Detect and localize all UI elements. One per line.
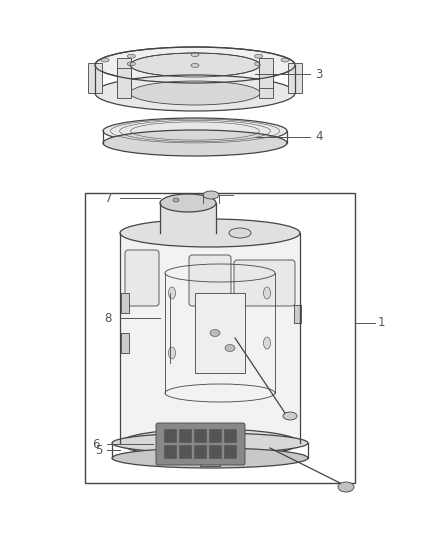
- Bar: [121, 333, 129, 353]
- FancyBboxPatch shape: [189, 255, 231, 306]
- Ellipse shape: [254, 54, 263, 58]
- FancyBboxPatch shape: [288, 63, 302, 93]
- FancyBboxPatch shape: [234, 260, 295, 306]
- Ellipse shape: [130, 53, 260, 77]
- Bar: [179, 445, 192, 459]
- FancyBboxPatch shape: [258, 68, 273, 98]
- Ellipse shape: [95, 75, 295, 111]
- Polygon shape: [160, 203, 216, 233]
- Ellipse shape: [173, 198, 179, 202]
- Ellipse shape: [338, 482, 354, 492]
- Ellipse shape: [281, 58, 289, 62]
- Bar: [164, 445, 177, 459]
- Ellipse shape: [101, 58, 109, 62]
- Ellipse shape: [254, 62, 263, 66]
- FancyBboxPatch shape: [88, 63, 102, 93]
- Ellipse shape: [130, 81, 260, 105]
- Bar: [121, 293, 129, 313]
- Ellipse shape: [169, 347, 176, 359]
- Text: 3: 3: [315, 68, 322, 80]
- Ellipse shape: [120, 429, 300, 457]
- Ellipse shape: [127, 62, 135, 66]
- Bar: [224, 445, 237, 459]
- Bar: [194, 445, 207, 459]
- Ellipse shape: [264, 337, 271, 349]
- Text: 1: 1: [378, 317, 385, 329]
- Ellipse shape: [191, 63, 199, 67]
- Bar: [224, 429, 237, 443]
- FancyBboxPatch shape: [258, 58, 273, 88]
- Ellipse shape: [160, 194, 216, 212]
- Bar: [294, 305, 301, 323]
- Ellipse shape: [120, 219, 300, 247]
- Ellipse shape: [203, 191, 219, 199]
- Ellipse shape: [103, 118, 287, 144]
- Text: 4: 4: [315, 131, 322, 143]
- Bar: [200, 456, 220, 466]
- Ellipse shape: [95, 47, 295, 83]
- Ellipse shape: [112, 433, 308, 453]
- Ellipse shape: [210, 329, 220, 336]
- Bar: [194, 429, 207, 443]
- Bar: [164, 429, 177, 443]
- FancyBboxPatch shape: [125, 250, 159, 306]
- Text: 6: 6: [92, 438, 100, 450]
- Ellipse shape: [103, 130, 287, 156]
- FancyBboxPatch shape: [117, 58, 131, 88]
- FancyBboxPatch shape: [156, 423, 245, 465]
- Ellipse shape: [169, 287, 176, 299]
- Text: 7: 7: [105, 191, 112, 205]
- Ellipse shape: [283, 412, 297, 420]
- Text: 8: 8: [105, 311, 112, 325]
- Ellipse shape: [191, 53, 199, 56]
- Ellipse shape: [229, 228, 251, 238]
- Ellipse shape: [225, 344, 235, 351]
- Bar: [209, 445, 222, 459]
- Bar: [195, 293, 245, 373]
- Polygon shape: [120, 233, 300, 443]
- Ellipse shape: [112, 448, 308, 468]
- FancyBboxPatch shape: [117, 68, 131, 98]
- Bar: [179, 429, 192, 443]
- Ellipse shape: [127, 54, 135, 58]
- Text: 5: 5: [95, 443, 102, 456]
- Ellipse shape: [264, 287, 271, 299]
- Bar: [209, 429, 222, 443]
- Bar: [85, 193, 355, 483]
